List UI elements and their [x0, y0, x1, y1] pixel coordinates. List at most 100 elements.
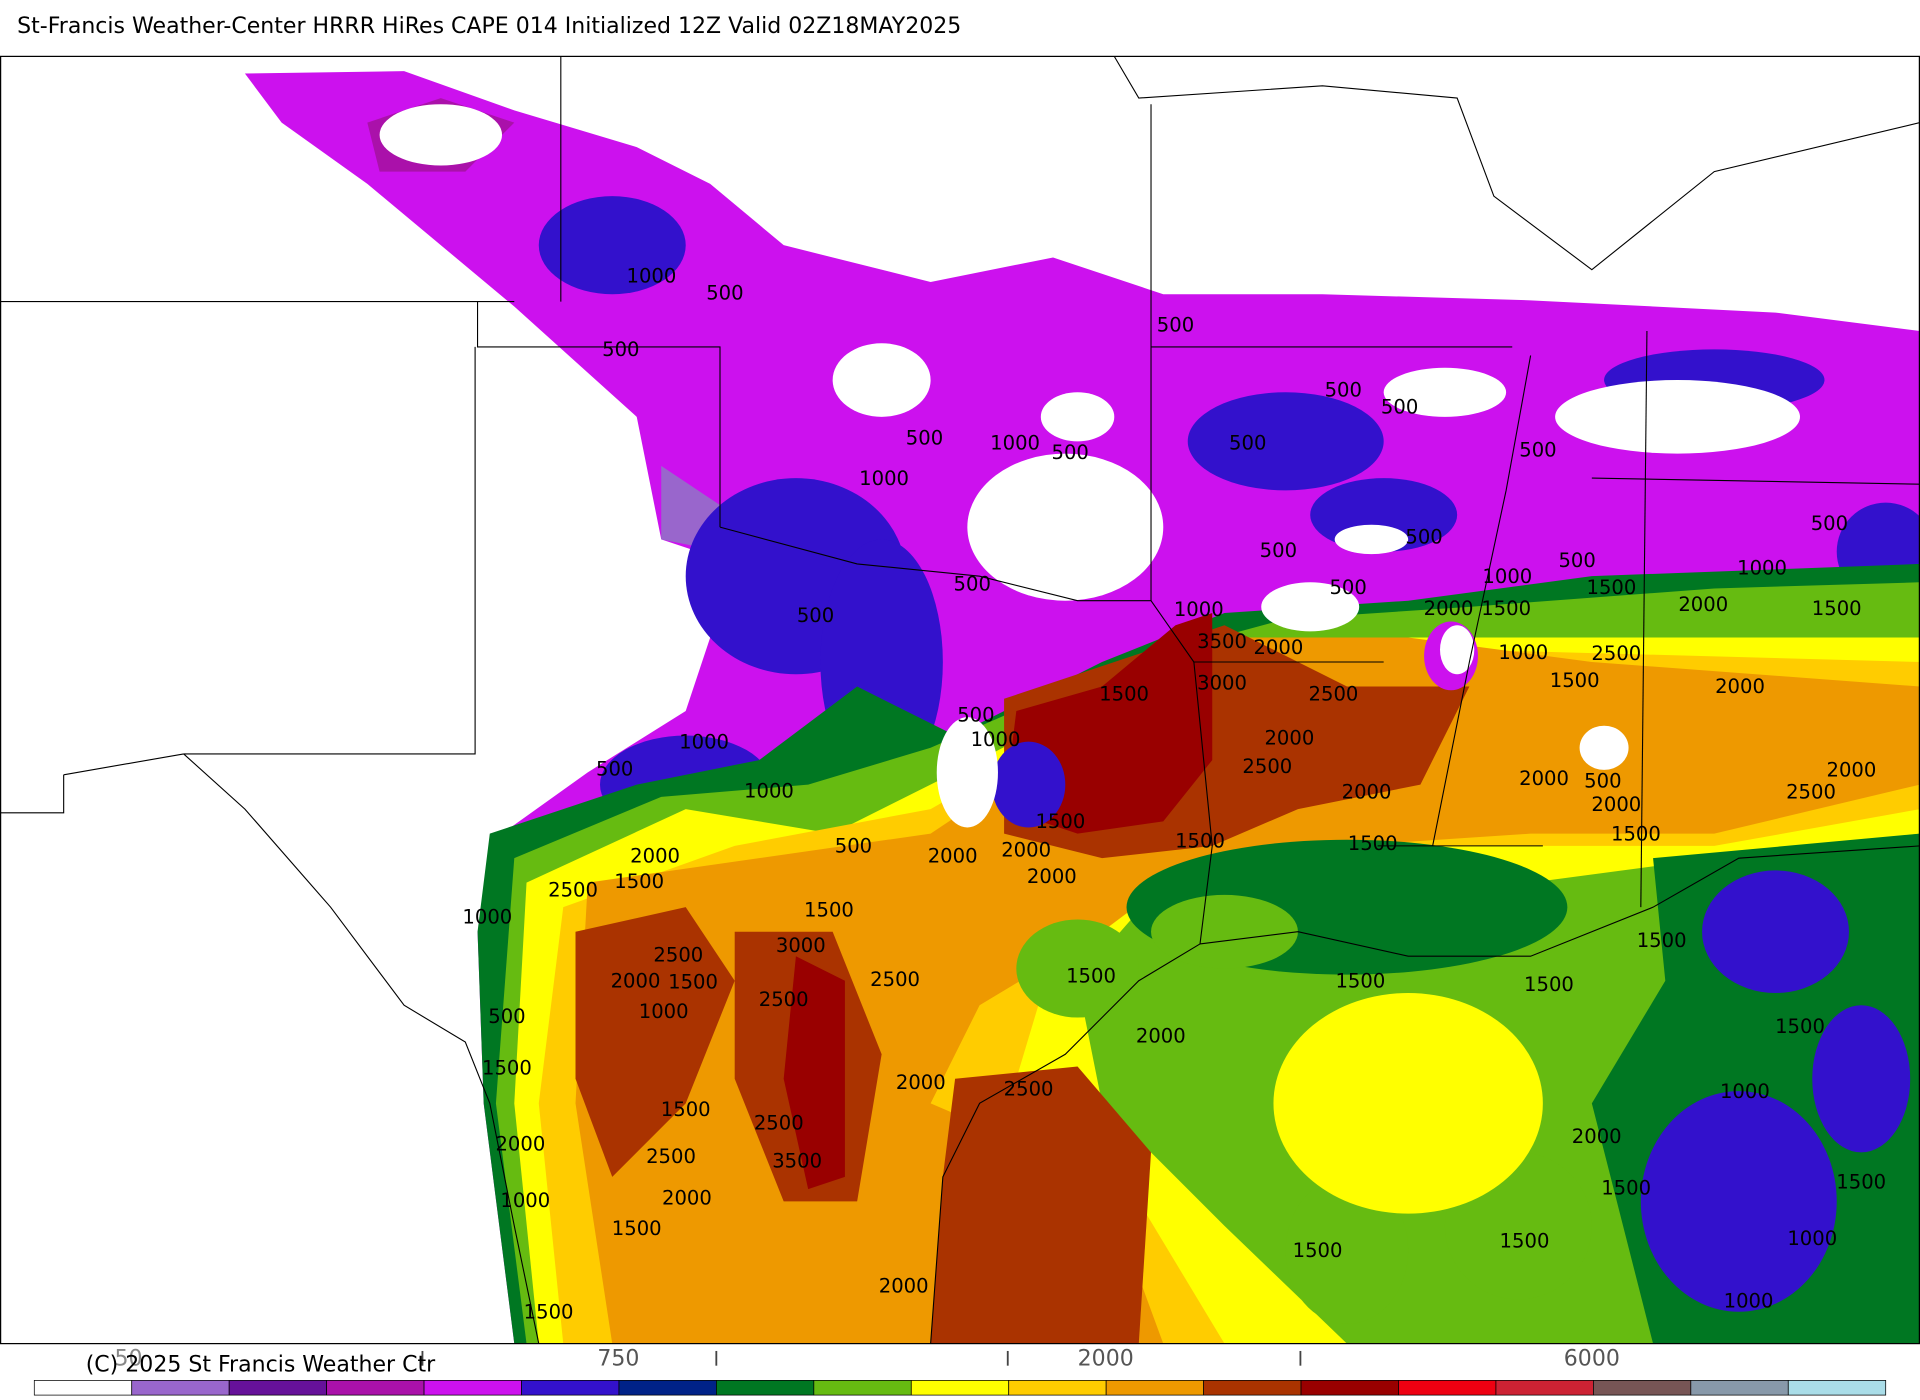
contour-label: 3000: [776, 934, 826, 957]
contour-label: 500: [1405, 526, 1442, 549]
contour-label: 1000: [639, 1000, 689, 1023]
contour-label: 2500: [1786, 781, 1836, 804]
cape-cell: [1555, 380, 1800, 454]
contour-label: 1000: [1498, 641, 1548, 664]
border-line: [0, 774, 65, 814]
colorbar-swatch: [33, 1380, 133, 1396]
contour-label: 2000: [1264, 727, 1314, 750]
contour-label: 500: [706, 282, 743, 305]
contour-label: 1500: [1481, 597, 1531, 620]
contour-label: 2500: [1004, 1077, 1054, 1100]
colorbar-swatch: [1008, 1380, 1107, 1396]
contour-label: 500: [954, 572, 991, 595]
contour-label: 2500: [653, 944, 703, 967]
contour-label: 1500: [1611, 822, 1661, 845]
contour-label: 2000: [1827, 759, 1877, 782]
contour-label: 1500: [1175, 830, 1225, 853]
cape-cell: [379, 104, 503, 166]
contour-label: 500: [1811, 512, 1848, 535]
contour-labels: 1000 500 500 500 500 500 500 1000 500 500 500 1000 5…: [462, 265, 1886, 1324]
contour-label: 1500: [612, 1217, 662, 1240]
contour-label: 1500: [1335, 969, 1385, 992]
contour-label: 1000: [500, 1189, 550, 1212]
contour-label: 1500: [1035, 810, 1085, 833]
contour-label: 500: [1558, 549, 1595, 572]
cape-region: [575, 907, 735, 1177]
cape-region: [783, 956, 845, 1190]
contour-label: 2000: [1342, 781, 1392, 804]
colorbar-swatch: [1495, 1380, 1594, 1396]
colorbar-swatch: [1593, 1380, 1692, 1396]
contour-label: 1000: [679, 730, 729, 753]
colorbar-swatch: [1203, 1380, 1302, 1396]
contour-label: 2000: [495, 1133, 545, 1156]
colorbar-swatch: [423, 1380, 522, 1396]
copyright: (C) 2025 St Francis Weather Ctr: [86, 1353, 436, 1378]
contour-label: 1500: [1524, 973, 1574, 996]
border-line: [1113, 56, 1920, 271]
colorbar-swatch: [618, 1380, 717, 1396]
cape-cell: [1187, 392, 1384, 491]
contour-label: 1500: [482, 1056, 532, 1079]
contour-label: 3500: [1197, 630, 1247, 653]
contour-label: 1500: [1099, 683, 1149, 706]
cape-cell: [1016, 919, 1139, 1018]
colorbar-swatch: [131, 1380, 230, 1396]
contour-label: 500: [1519, 439, 1556, 462]
cape-cell: [991, 741, 1066, 828]
contour-label: 2500: [759, 988, 809, 1011]
cape-cell: [1334, 524, 1409, 555]
contour-label: 1500: [804, 898, 854, 921]
colorbar-label: 50: [115, 1347, 143, 1372]
cape-cell: [1273, 992, 1543, 1214]
contour-label: 500: [1381, 396, 1418, 419]
contour-label: 500: [488, 1005, 525, 1028]
contour-label: 1500: [1836, 1171, 1886, 1194]
contour-label: 500: [1329, 576, 1366, 599]
colorbar-swatch: [910, 1380, 1010, 1396]
contour-label: 2000: [1424, 597, 1474, 620]
border-line: [183, 753, 540, 1344]
cape-cell: [1440, 625, 1475, 675]
contour-label: 1500: [668, 971, 718, 994]
cape-cell: [832, 343, 931, 417]
contour-label: 2000: [1001, 838, 1051, 861]
border-line: [477, 301, 721, 528]
colorbar: 50 750 2000 6000: [33, 1347, 1887, 1396]
cape-cell: [538, 196, 686, 295]
contour-label: 2500: [754, 1112, 804, 1135]
contour-label: 2500: [1591, 642, 1641, 665]
map-title: St-Francis Weather-Center HRRR HiRes CAP…: [17, 14, 961, 39]
cape-region: [930, 1066, 1152, 1344]
colorbar-label: 750: [597, 1347, 639, 1372]
colorbar-swatch: [521, 1380, 620, 1396]
contour-label: 1500: [1348, 832, 1398, 855]
colorbar-swatch: [1787, 1380, 1887, 1396]
colorbar-swatch: [1105, 1380, 1204, 1396]
contour-label: 500: [1584, 770, 1621, 793]
contour-label: 2000: [1572, 1125, 1622, 1148]
contour-label: 2000: [611, 969, 661, 992]
border-line: [719, 526, 1195, 663]
contour-label: 1000: [1174, 598, 1224, 621]
border-line: [1640, 330, 1648, 908]
contour-label: 1500: [1637, 929, 1687, 952]
colorbar-label: 2000: [1078, 1347, 1134, 1372]
contour-label: 2000: [1027, 865, 1077, 888]
contour-label: 2000: [662, 1186, 712, 1209]
cape-cell: [1261, 582, 1360, 632]
contour-label: 1000: [462, 906, 512, 929]
contour-label: 2500: [1242, 755, 1292, 778]
colorbar-swatch: [1690, 1380, 1789, 1396]
contour-label: 1500: [1587, 576, 1637, 599]
cape-cell: [1040, 392, 1115, 442]
colorbar-swatch: [1300, 1380, 1399, 1396]
contour-label: 1500: [1775, 1015, 1825, 1038]
contour-label: 1000: [1787, 1227, 1837, 1250]
cape-region: [575, 637, 1920, 1344]
contour-label: 2000: [928, 844, 978, 867]
contour-label: 500: [957, 703, 994, 726]
state-borders: [0, 56, 1920, 1344]
border-line: [1591, 477, 1920, 485]
